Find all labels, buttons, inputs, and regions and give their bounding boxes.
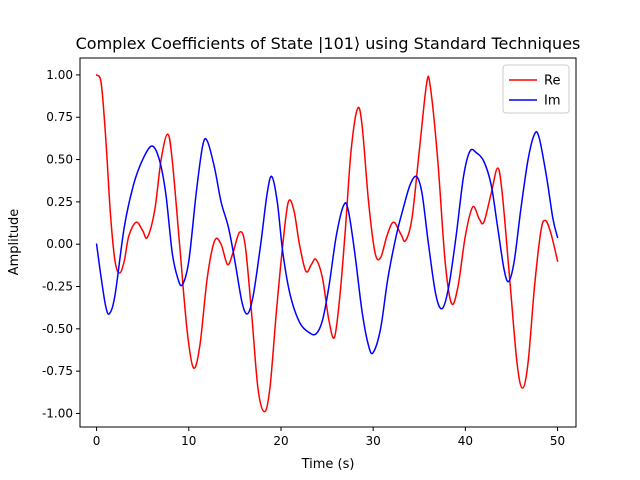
y-tick-label: -0.50 [42, 322, 73, 336]
legend-box [502, 64, 570, 114]
x-tick-label: 0 [93, 434, 101, 448]
y-tick-label: -0.25 [42, 280, 73, 294]
x-tick-label: 50 [550, 434, 565, 448]
series-line-re [95, 74, 559, 413]
plot-area [79, 57, 577, 428]
legend: Re Im [502, 64, 570, 114]
legend-label-im: Im [544, 94, 561, 109]
y-tick-label: 0.50 [46, 153, 73, 167]
y-axis: -1.00 -0.75 -0.50 -0.25 0.00 0.25 0.50 0.75 1.00 [42, 68, 80, 420]
x-tick-label: 30 [366, 434, 381, 448]
chart-title: Complex Coefficients of State |101⟩ usin… [76, 34, 581, 53]
y-tick-label: 1.00 [46, 68, 73, 82]
y-tick-label: 0.00 [46, 237, 73, 251]
series-line-im [95, 131, 559, 355]
x-tick-label: 40 [458, 434, 473, 448]
y-tick-label: -0.75 [42, 364, 73, 378]
y-tick-label: -1.00 [42, 406, 73, 420]
legend-label-re: Re [544, 74, 560, 89]
series-layer [95, 74, 559, 413]
y-tick-label: 0.75 [46, 110, 73, 124]
y-axis-label: Amplitude [7, 209, 22, 276]
plot-frame [79, 57, 577, 428]
x-tick-label: 20 [273, 434, 288, 448]
x-axis: 0 10 20 30 40 50 [93, 427, 565, 448]
x-axis-label: Time (s) [301, 457, 355, 472]
y-tick-label: 0.25 [46, 195, 73, 209]
x-tick-label: 10 [181, 434, 196, 448]
